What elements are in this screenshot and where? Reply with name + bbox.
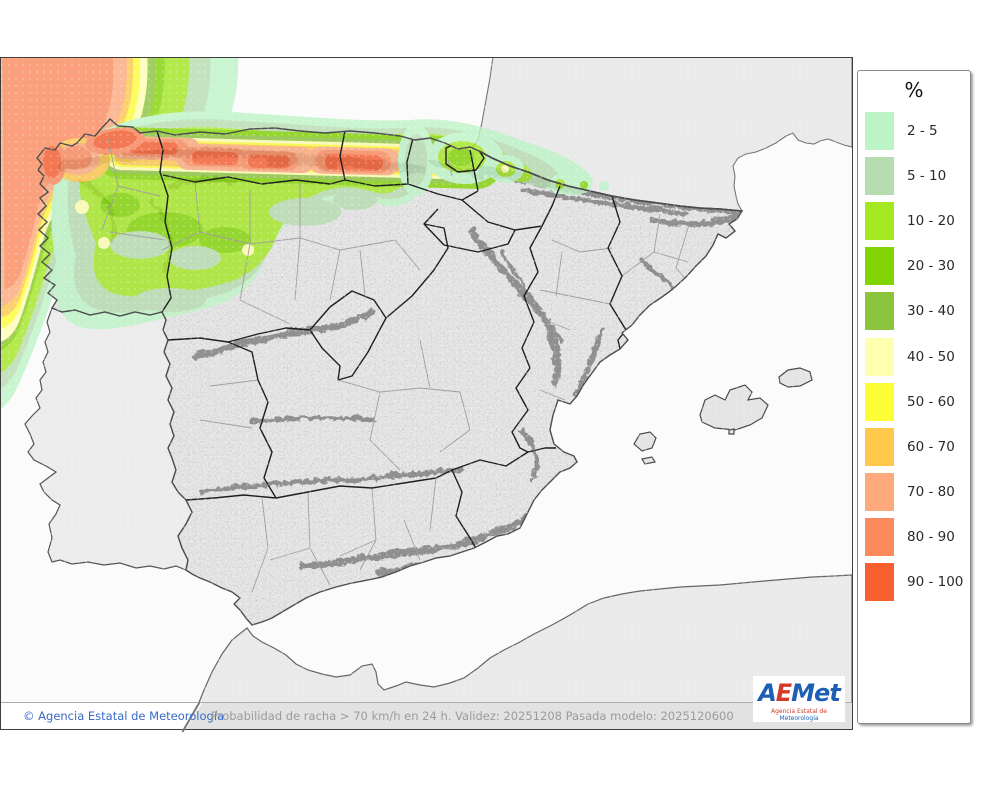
probability-legend: % 2 - 5 5 - 10 10 - 20 20 - 30 30 - 40 40 - 5… <box>857 70 971 724</box>
legend-color-swatch <box>865 337 894 376</box>
legend-color-swatch <box>865 473 894 512</box>
legend-row: 2 - 5 <box>858 108 970 153</box>
dot-texture <box>1 58 852 729</box>
footer-copyright-section <box>1 703 202 729</box>
legend-row: 60 - 70 <box>858 424 970 469</box>
legend-range-label: 10 - 20 <box>907 212 955 229</box>
legend-range-label: 40 - 50 <box>907 348 955 365</box>
map-validity-text: Probabilidad de racha > 70 km/h en 24 h.… <box>211 709 734 723</box>
legend-color-swatch <box>865 201 894 240</box>
legend-title: % <box>904 78 924 102</box>
legend-color-swatch <box>865 292 894 331</box>
legend-range-label: 80 - 90 <box>907 529 955 546</box>
legend-color-swatch <box>865 247 894 286</box>
spain-wind-probability-map <box>1 58 852 729</box>
legend-color-swatch <box>865 563 894 602</box>
legend-row: 80 - 90 <box>858 515 970 560</box>
map-canvas: © Agencia Estatal de Meteorología Probab… <box>0 57 853 733</box>
legend-row: 20 - 30 <box>858 244 970 289</box>
legend-range-label: 90 - 100 <box>907 574 964 591</box>
legend-rows: 2 - 5 5 - 10 10 - 20 20 - 30 30 - 40 40 - 50 5… <box>858 108 970 605</box>
aemet-logo: AEMet Agencia Estatal de Meteorología <box>753 676 845 722</box>
legend-range-label: 30 - 40 <box>907 303 955 320</box>
legend-range-label: 50 - 60 <box>907 393 955 410</box>
legend-color-swatch <box>865 427 894 466</box>
legend-row: 10 - 20 <box>858 198 970 243</box>
legend-row: 70 - 80 <box>858 470 970 515</box>
map-footer-bar: © Agencia Estatal de Meteorología Probab… <box>1 701 852 733</box>
legend-row: 5 - 10 <box>858 153 970 198</box>
logo-letter-a: A <box>758 679 777 707</box>
legend-row: 90 - 100 <box>858 560 970 605</box>
legend-row: 50 - 60 <box>858 379 970 424</box>
legend-color-swatch <box>865 382 894 421</box>
legend-range-label: 5 - 10 <box>907 167 947 184</box>
logo-letter-e: E <box>775 679 792 707</box>
legend-range-label: 2 - 5 <box>907 122 938 139</box>
legend-range-label: 60 - 70 <box>907 438 955 455</box>
legend-color-swatch <box>865 156 894 195</box>
legend-color-swatch <box>865 518 894 557</box>
legend-color-swatch <box>865 111 894 150</box>
copyright-text: © Agencia Estatal de Meteorología <box>23 709 225 723</box>
legend-range-label: 70 - 80 <box>907 484 955 501</box>
logo-letters-met: Met <box>791 679 841 707</box>
legend-row: 40 - 50 <box>858 334 970 379</box>
legend-row: 30 - 40 <box>858 289 970 334</box>
aemet-logo-subtitle: Agencia Estatal de Meteorología <box>770 708 827 722</box>
aemet-wordmark: AEMet <box>753 678 845 708</box>
legend-range-label: 20 - 30 <box>907 258 955 275</box>
